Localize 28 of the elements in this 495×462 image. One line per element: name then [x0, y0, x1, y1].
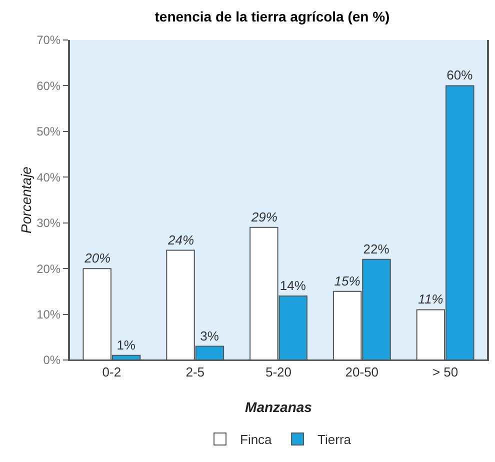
x-tick-label: 5-20: [265, 364, 292, 380]
data-label: 1%: [116, 337, 136, 352]
data-label: 22%: [363, 241, 390, 256]
x-tick-label: 20-50: [345, 364, 379, 380]
x-tick-label: > 50: [432, 364, 458, 380]
data-label: 3%: [200, 328, 220, 344]
data-label: 11%: [418, 292, 444, 307]
y-tick-label: 20%: [36, 262, 61, 276]
y-tick-label: 60%: [36, 78, 61, 93]
data-label: 20%: [84, 250, 111, 266]
data-label: 24%: [166, 232, 194, 248]
legend-label: Tierra: [318, 432, 352, 448]
y-tick-label: 10%: [36, 307, 61, 322]
data-label: 15%: [334, 273, 360, 288]
chart-title: tenencia de la tierra agrícola (en %): [154, 8, 390, 24]
y-axis-title: Porcentaje: [18, 166, 34, 234]
x-tick-label: 0-2: [102, 364, 122, 380]
data-label: 60%: [446, 68, 474, 83]
legend-label: Finca: [240, 432, 273, 448]
data-label: 14%: [280, 278, 306, 293]
y-tick-label: 0%: [43, 353, 61, 368]
y-tick-label: 30%: [36, 216, 61, 230]
data-label: 29%: [250, 209, 278, 224]
y-tick-label: 40%: [36, 170, 61, 184]
x-tick-label: 2-5: [186, 364, 204, 380]
x-axis-title: Manzanas: [245, 399, 312, 415]
y-tick-label: 70%: [36, 33, 61, 48]
y-tick-label: 50%: [36, 124, 61, 139]
